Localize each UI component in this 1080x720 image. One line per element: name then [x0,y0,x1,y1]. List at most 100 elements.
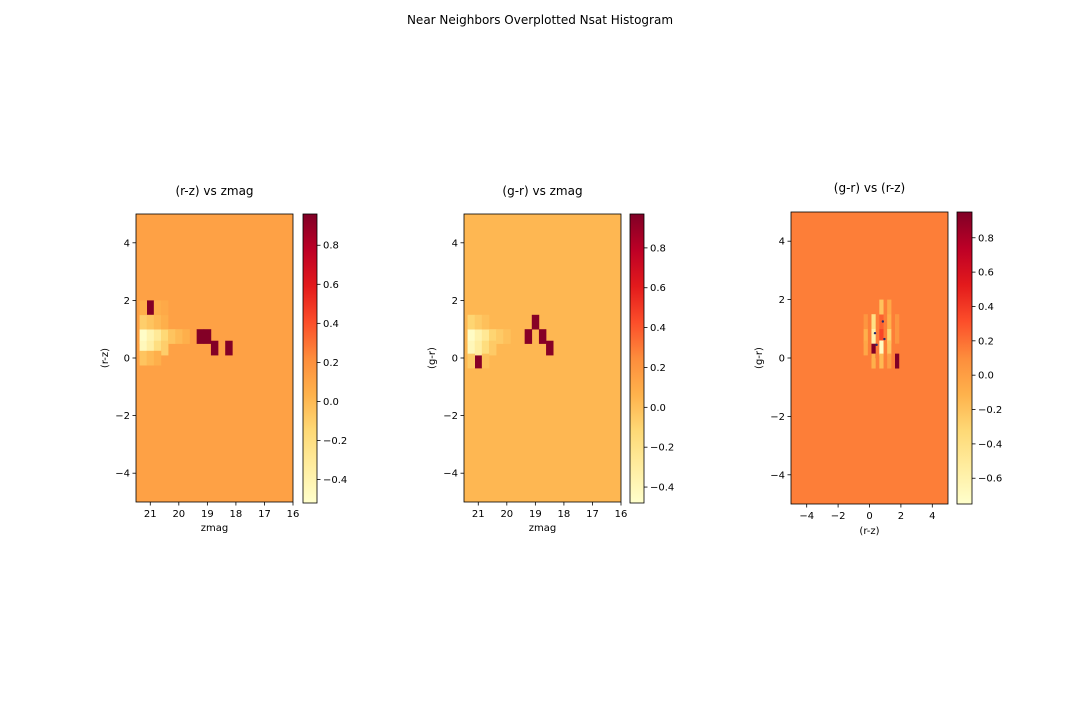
x-tick-label: 21 [472,509,485,520]
y-axis-label: (r-z) [100,348,111,368]
panel-2: 21 20 19 18 17 16 −4 −2 0 2 4 (g-r) vs zmag zmag (g-r… [427,184,674,534]
heatmap-cell [895,328,900,344]
heatmap-cell [146,340,155,356]
x-tick-label: 18 [558,509,571,520]
heatmap-cell [225,340,233,356]
x-tick-label: 17 [258,509,271,520]
heatmap-cell [879,299,884,315]
y-tick-label: 4 [779,237,785,248]
heatmap-cell [474,353,483,369]
x-tick-label: 4 [929,511,935,522]
colorbar-tick-label: −0.4 [978,439,1002,450]
heatmap-cell [153,314,162,330]
y-tick-label: 4 [452,238,458,249]
heatmap-cell [871,314,876,330]
panel-title: (g-r) vs zmag [502,184,582,198]
y-tick-label: 0 [452,354,458,365]
y-tick-label: 0 [124,354,130,365]
heatmap-cell [146,329,155,344]
heatmap-cell [488,329,497,344]
y-tick-label: −4 [770,470,785,481]
heatmap-cell [871,328,876,344]
heatmap-cell [481,314,490,330]
colorbar-tick-label: 0.4 [323,319,339,330]
x-axis-label: (r-z) [859,526,879,537]
x-tick-label: −4 [799,511,814,522]
heatmap-cell [139,329,148,344]
heatmap-cell [160,314,169,330]
x-tick-label: 18 [230,509,243,520]
colorbar-tick-label: −0.2 [323,436,347,447]
heatmap-cell [895,353,900,369]
data-point [873,331,877,335]
colorbar-tick-label: 0.0 [323,397,339,408]
y-tick-label: −4 [443,469,458,480]
x-tick-label: 19 [201,509,214,520]
heatmap-cell [474,340,483,356]
colorbar-tick-label: 0.6 [323,280,339,291]
colorbar-tick-label: 0.4 [650,323,666,334]
heatmap-cell [153,340,162,356]
heatmap-cell [203,329,212,344]
heatmap-cell [196,329,205,344]
colorbar-tick-label: 0.8 [978,233,994,244]
heatmap-cell [863,340,868,356]
heatmap-cell [879,340,884,356]
heatmap-cell [467,340,476,356]
y-axis-label: (g-r) [427,347,438,369]
heatmap-cell [879,328,884,344]
colorbar-tick-label: 0.2 [650,363,666,374]
heatmap-cell [139,350,148,366]
heatmap-cell [168,329,176,344]
heatmap-cell [474,329,483,344]
colorbar [303,214,317,503]
heatmap-cell [481,340,490,356]
heatmap-cell [895,314,900,330]
heatmap-cell [153,329,162,344]
panel-3: −4 −2 0 2 4 −4 −2 0 2 4 (g-r) vs (r-z) (r-z) (g-r) −0… [754,181,1002,537]
x-axis-label: zmag [201,523,228,534]
heatmap-cell [182,329,190,344]
heatmap-cell [481,329,490,344]
heatmap-cell [474,314,483,330]
colorbar-tick-label: −0.6 [978,474,1002,485]
y-tick-label: −4 [115,469,130,480]
heatmap-cell [467,353,476,369]
colorbar-tick-label: 0.2 [323,358,339,369]
colorbar-tick-label: 0.6 [978,268,994,279]
heatmap-cell [160,300,169,316]
heatmap-cell [160,329,169,344]
colorbar-tick-label: −0.2 [978,405,1002,416]
heatmap-background [464,214,621,502]
heatmap-cell [146,314,155,330]
colorbar-tick-label: −0.4 [323,475,347,486]
y-tick-label: 0 [779,354,785,365]
colorbar-tick-label: 0.0 [978,371,994,382]
heatmap-cell [871,353,876,369]
heatmap-cell [467,329,476,344]
x-tick-label: 16 [287,509,300,520]
y-tick-label: 2 [779,295,785,306]
heatmap-cell [531,314,540,330]
heatmap-background [791,212,948,504]
colorbar [957,212,972,504]
heatmap-cell [160,340,169,356]
colorbar-tick-label: 0.0 [650,403,666,414]
data-point [875,343,878,347]
heatmap-cell [887,353,892,369]
x-tick-label: 21 [144,509,157,520]
heatmap-cell [139,314,148,330]
panel-1: 21 20 19 18 17 16 −4 −2 0 2 4 (r-z) vs zmag zmag (r-z… [100,184,347,534]
heatmap-cell [887,328,892,344]
colorbar-tick-label: −0.4 [650,483,674,494]
data-point [883,337,886,341]
colorbar-frame [956,211,973,505]
x-axis-label: zmag [529,523,556,534]
colorbar [630,214,644,503]
heatmap-cell [210,340,219,356]
panel-title: (g-r) vs (r-z) [834,181,905,195]
heatmap-cell [175,329,183,344]
data-point [881,320,885,323]
heatmap-cell [496,329,504,344]
figure-suptitle: Near Neighbors Overplotted Nsat Histogra… [407,13,673,27]
